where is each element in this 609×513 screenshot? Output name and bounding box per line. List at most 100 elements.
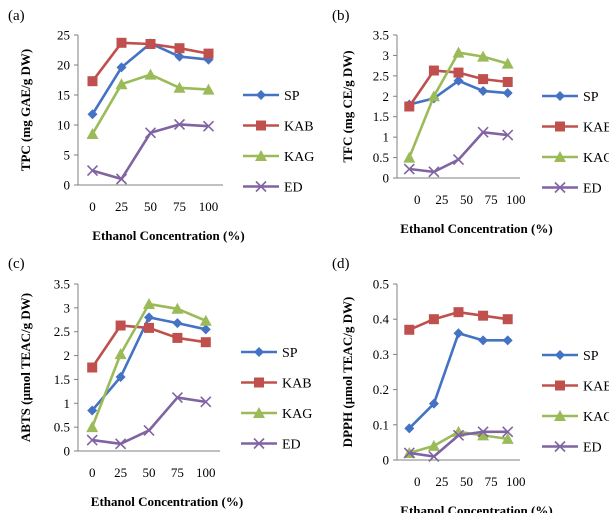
data-point bbox=[115, 320, 126, 331]
x-tick-label: 100 bbox=[199, 199, 219, 214]
data-point bbox=[115, 173, 128, 185]
data-point bbox=[199, 314, 212, 326]
y-tick-label: 0.4 bbox=[373, 312, 390, 327]
data-point bbox=[502, 314, 513, 325]
data-point bbox=[452, 154, 465, 166]
y-tick-label: 20 bbox=[57, 58, 70, 73]
data-point bbox=[501, 432, 514, 444]
legend-label: ED bbox=[583, 182, 602, 197]
series-line bbox=[92, 396, 206, 446]
legend-marker bbox=[254, 377, 264, 388]
y-tick-label: 25 bbox=[57, 28, 70, 43]
data-point bbox=[427, 439, 440, 451]
series-kag bbox=[86, 298, 212, 433]
data-point bbox=[404, 101, 415, 112]
legend-marker bbox=[555, 350, 565, 360]
legend-item: ED bbox=[542, 182, 602, 197]
legend-item: SP bbox=[243, 89, 300, 104]
legend-marker bbox=[255, 150, 267, 161]
y-tick-label: 0.2 bbox=[373, 382, 389, 397]
data-point bbox=[452, 429, 465, 441]
legend-item: ED bbox=[243, 181, 303, 196]
data-point bbox=[428, 398, 439, 409]
y-tick-label: 0 bbox=[64, 444, 71, 459]
x-tick-label: 100 bbox=[506, 474, 526, 489]
legend-marker bbox=[554, 151, 566, 162]
data-point bbox=[200, 337, 211, 348]
data-point bbox=[502, 76, 513, 87]
y-tick-label: 1.5 bbox=[373, 109, 389, 124]
panel-label: (d) bbox=[332, 256, 350, 272]
series-ed bbox=[86, 118, 215, 185]
legend-marker bbox=[555, 121, 565, 132]
y-tick-label: 1 bbox=[383, 130, 390, 145]
series-sp bbox=[87, 312, 211, 416]
y-tick-label: 15 bbox=[57, 88, 70, 103]
y-tick-label: 0 bbox=[383, 453, 390, 468]
data-point bbox=[478, 74, 489, 85]
data-point bbox=[453, 75, 464, 86]
legend-item: SP bbox=[241, 346, 298, 361]
x-tick-label: 25 bbox=[114, 465, 127, 480]
data-point bbox=[86, 421, 99, 433]
x-tick-label: 100 bbox=[506, 192, 526, 207]
legend-item: KAG bbox=[542, 410, 609, 425]
legend-marker bbox=[254, 347, 264, 357]
series-kab bbox=[87, 37, 214, 87]
series-kag bbox=[86, 68, 215, 139]
legend-label: KAB bbox=[282, 377, 312, 392]
x-tick-label: 0 bbox=[414, 192, 421, 207]
data-point bbox=[86, 128, 99, 139]
legend-item: KAB bbox=[542, 121, 609, 136]
data-point bbox=[202, 120, 215, 132]
y-tick-label: 1 bbox=[64, 396, 71, 411]
y-tick-label: 3 bbox=[383, 48, 390, 63]
series-ed bbox=[403, 126, 514, 178]
data-point bbox=[143, 424, 155, 437]
legend-item: KAB bbox=[243, 120, 314, 135]
legend-marker bbox=[255, 180, 267, 193]
data-point bbox=[404, 324, 415, 335]
x-axis-title: Ethanol Concentration (%) bbox=[400, 221, 552, 236]
y-tick-label: 2.5 bbox=[54, 324, 70, 339]
y-tick-label: 0.5 bbox=[54, 420, 70, 435]
x-tick-label: 25 bbox=[435, 474, 448, 489]
data-point bbox=[114, 348, 127, 360]
chart-panel-4: (d) 0 0.1 0.2 0.3 0.4 0.5 0 25 50 75 100 Ethanol Con… bbox=[332, 256, 609, 513]
x-tick-label: 75 bbox=[485, 192, 498, 207]
y-tick-label: 2 bbox=[64, 348, 71, 363]
data-point bbox=[477, 429, 490, 441]
data-point bbox=[116, 37, 127, 48]
data-point bbox=[428, 65, 439, 76]
y-tick-label: 2.5 bbox=[373, 68, 389, 83]
legend-label: KAB bbox=[284, 120, 314, 135]
x-tick-label: 0 bbox=[414, 474, 421, 489]
data-point bbox=[87, 109, 98, 120]
data-point bbox=[87, 362, 98, 373]
data-point bbox=[427, 90, 440, 102]
y-tick-label: 0.5 bbox=[373, 150, 389, 165]
x-tick-label: 100 bbox=[196, 465, 216, 480]
data-point bbox=[453, 328, 464, 339]
legend-label: KAG bbox=[583, 151, 609, 166]
legend-label: ED bbox=[282, 438, 301, 453]
x-tick-label: 0 bbox=[89, 199, 96, 214]
data-point bbox=[428, 314, 439, 325]
y-tick-label: 0.3 bbox=[373, 347, 389, 362]
data-point bbox=[453, 67, 464, 78]
series-kag bbox=[403, 46, 514, 163]
legend-item: ED bbox=[542, 441, 602, 456]
legend-item: KAG bbox=[243, 150, 314, 165]
legend-label: SP bbox=[284, 89, 300, 104]
series-ed bbox=[86, 391, 212, 450]
legend-label: KAG bbox=[284, 150, 314, 165]
data-point bbox=[172, 332, 183, 343]
data-point bbox=[404, 423, 415, 434]
data-point bbox=[174, 43, 185, 54]
data-point bbox=[202, 83, 215, 95]
legend-label: KAB bbox=[583, 121, 609, 136]
legend-label: SP bbox=[583, 90, 599, 105]
x-axis-title: Ethanol Concentration (%) bbox=[400, 503, 552, 513]
panel-label: (b) bbox=[332, 8, 350, 24]
data-point bbox=[428, 450, 440, 463]
